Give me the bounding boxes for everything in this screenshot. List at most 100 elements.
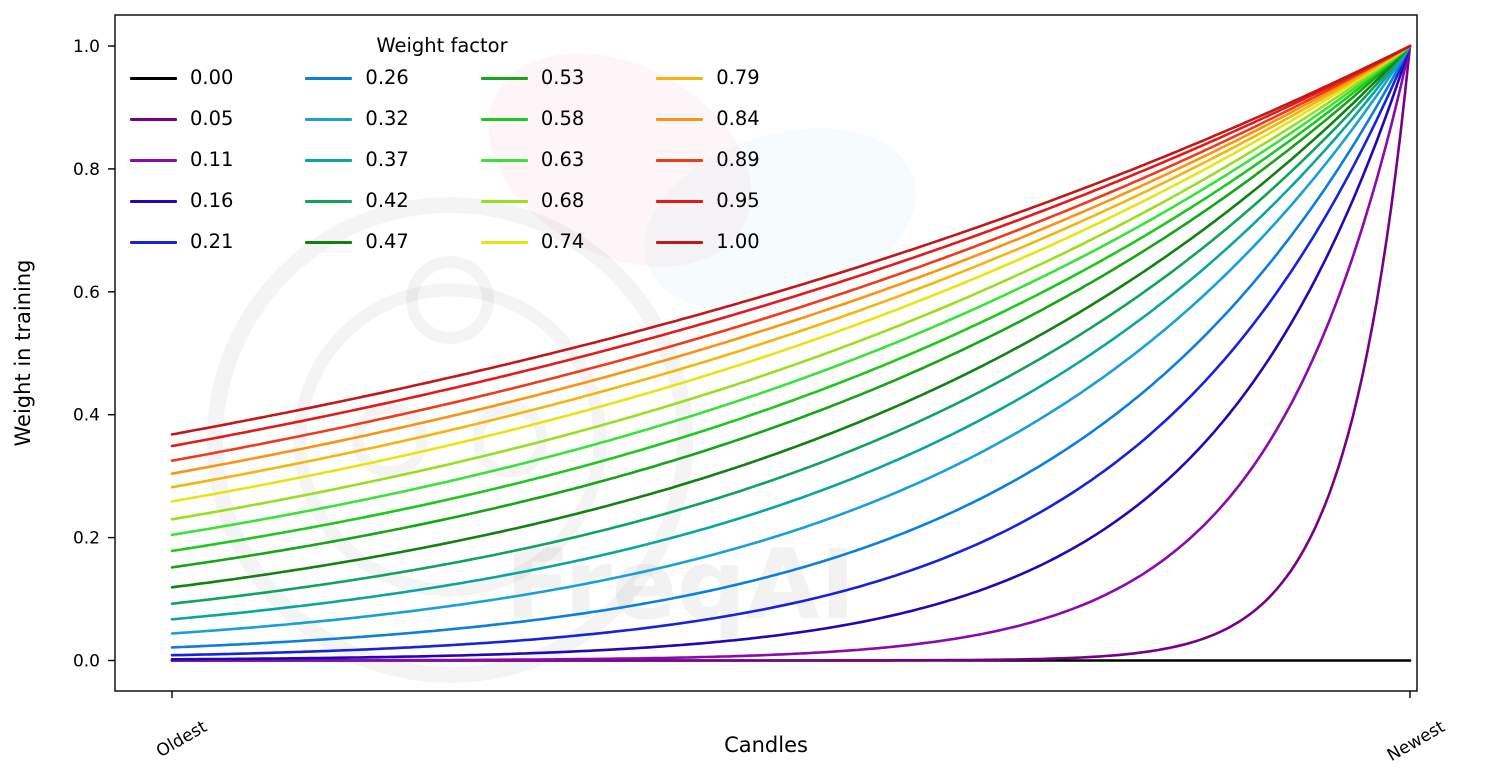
legend-swatch bbox=[305, 117, 353, 121]
legend-item: 0.32 bbox=[305, 107, 409, 131]
legend-swatch bbox=[480, 117, 528, 121]
legend-item: 0.11 bbox=[130, 148, 233, 172]
y-tick-label: 0.2 bbox=[73, 529, 100, 549]
legend-item: 0.21 bbox=[130, 230, 233, 254]
series-line-0.95 bbox=[170, 44, 1412, 448]
x-tick-label: Newest bbox=[1384, 717, 1449, 766]
series-line-0.32 bbox=[170, 44, 1412, 635]
watermark-logo-eye-left bbox=[352, 402, 428, 478]
series-line-0.84 bbox=[170, 44, 1412, 475]
legend-swatch bbox=[130, 158, 177, 162]
series-line-0.58 bbox=[170, 44, 1412, 553]
legend-item: 0.58 bbox=[480, 107, 585, 131]
watermark-logo-inner-circle bbox=[293, 283, 607, 597]
legend-label: 0.58 bbox=[540, 107, 585, 130]
legend-label: 0.21 bbox=[190, 230, 234, 253]
legend-grid: 0.00 0.05 0.11 0.16 0.21 0.26 0.32 0.37 0.42 0.47… bbox=[130, 66, 760, 254]
legend-item: 0.47 bbox=[305, 230, 409, 254]
legend-swatch bbox=[305, 76, 353, 80]
legend-swatch bbox=[656, 76, 704, 80]
watermark-logo-eye-right bbox=[472, 402, 548, 478]
series-line-0.21 bbox=[170, 44, 1412, 657]
series-line-0.53 bbox=[170, 44, 1412, 569]
series-line-0.37 bbox=[170, 44, 1412, 621]
legend-item: 1.00 bbox=[656, 230, 760, 254]
legend-swatch bbox=[130, 117, 177, 121]
legend-swatch bbox=[656, 117, 704, 121]
legend-swatch bbox=[305, 199, 353, 203]
series-line-0.79 bbox=[170, 44, 1412, 489]
legend-item: 0.79 bbox=[656, 66, 760, 90]
legend-label: 0.05 bbox=[190, 107, 234, 130]
legend-item: 0.84 bbox=[656, 107, 760, 131]
y-tick-label: 0.4 bbox=[73, 406, 100, 426]
legend-item: 0.53 bbox=[480, 66, 585, 90]
legend-swatch bbox=[480, 76, 528, 80]
legend-item: 0.68 bbox=[480, 189, 585, 213]
legend-swatch bbox=[656, 158, 704, 162]
legend-item: 0.16 bbox=[130, 189, 233, 213]
legend-swatch bbox=[480, 240, 528, 244]
watermark-logo-knob-circle bbox=[406, 256, 494, 344]
series-line-0.68 bbox=[170, 44, 1412, 521]
legend-title: Weight factor bbox=[376, 34, 508, 57]
series-line-0.47 bbox=[170, 44, 1412, 589]
legend-item: 0.42 bbox=[305, 189, 409, 213]
legend-swatch bbox=[656, 240, 704, 244]
legend-label: 0.89 bbox=[716, 148, 760, 171]
legend-item: 0.74 bbox=[480, 230, 585, 254]
legend: Weight factor 0.00 0.05 0.11 0.16 0.21 0.26 0.… bbox=[130, 34, 760, 254]
x-axis-label: Candles bbox=[724, 733, 808, 757]
legend-item: 0.89 bbox=[656, 148, 760, 172]
series-line-0.26 bbox=[170, 44, 1412, 649]
legend-label: 0.42 bbox=[365, 189, 409, 212]
series-line-0.89 bbox=[170, 44, 1412, 463]
y-tick-label: 0.8 bbox=[73, 160, 100, 180]
legend-swatch bbox=[305, 158, 353, 162]
y-tick-label: 0.0 bbox=[73, 652, 100, 672]
legend-swatch bbox=[305, 240, 353, 244]
curves-group bbox=[170, 44, 1412, 662]
legend-label: 0.11 bbox=[190, 148, 234, 171]
legend-label: 0.16 bbox=[190, 189, 234, 212]
legend-item: 0.37 bbox=[305, 148, 409, 172]
legend-label: 0.00 bbox=[190, 66, 234, 89]
watermark: FreqAI bbox=[207, 53, 916, 683]
series-line-0.11 bbox=[170, 44, 1412, 662]
legend-label: 0.68 bbox=[540, 189, 585, 212]
watermark-logo-outer-circle bbox=[207, 197, 693, 683]
legend-swatch bbox=[656, 199, 704, 203]
watermark-leaf-blue bbox=[644, 128, 916, 312]
plot-border bbox=[114, 14, 1418, 692]
legend-item: 0.63 bbox=[480, 148, 585, 172]
legend-swatch bbox=[130, 199, 177, 203]
legend-label: 1.00 bbox=[716, 230, 760, 253]
legend-label: 0.79 bbox=[716, 66, 760, 89]
watermark-leaf-pink bbox=[488, 53, 752, 267]
legend-label: 0.53 bbox=[540, 66, 585, 89]
series-line-1.00 bbox=[170, 44, 1412, 436]
y-tick-label: 1.0 bbox=[73, 37, 100, 57]
series-line-0.16 bbox=[170, 44, 1412, 661]
legend-item: 0.00 bbox=[130, 66, 233, 90]
legend-label: 0.47 bbox=[365, 230, 409, 253]
legend-item: 0.95 bbox=[656, 189, 760, 213]
legend-swatch bbox=[480, 199, 528, 203]
legend-label: 0.63 bbox=[540, 148, 585, 171]
legend-item: 0.05 bbox=[130, 107, 233, 131]
legend-label: 0.95 bbox=[716, 189, 760, 212]
x-tick-label: Oldest bbox=[153, 717, 211, 762]
series-line-0.42 bbox=[170, 44, 1412, 606]
legend-item: 0.26 bbox=[305, 66, 409, 90]
legend-swatch bbox=[130, 240, 177, 244]
legend-swatch bbox=[130, 76, 177, 80]
legend-label: 0.74 bbox=[540, 230, 585, 253]
legend-label: 0.32 bbox=[365, 107, 409, 130]
legend-label: 0.37 bbox=[365, 148, 409, 171]
legend-swatch bbox=[480, 158, 528, 162]
legend-label: 0.84 bbox=[716, 107, 760, 130]
y-axis-label: Weight in training bbox=[11, 259, 35, 446]
legend-label: 0.26 bbox=[365, 66, 409, 89]
